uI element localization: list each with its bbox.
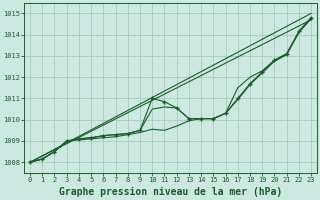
X-axis label: Graphe pression niveau de la mer (hPa): Graphe pression niveau de la mer (hPa) [59, 187, 282, 197]
